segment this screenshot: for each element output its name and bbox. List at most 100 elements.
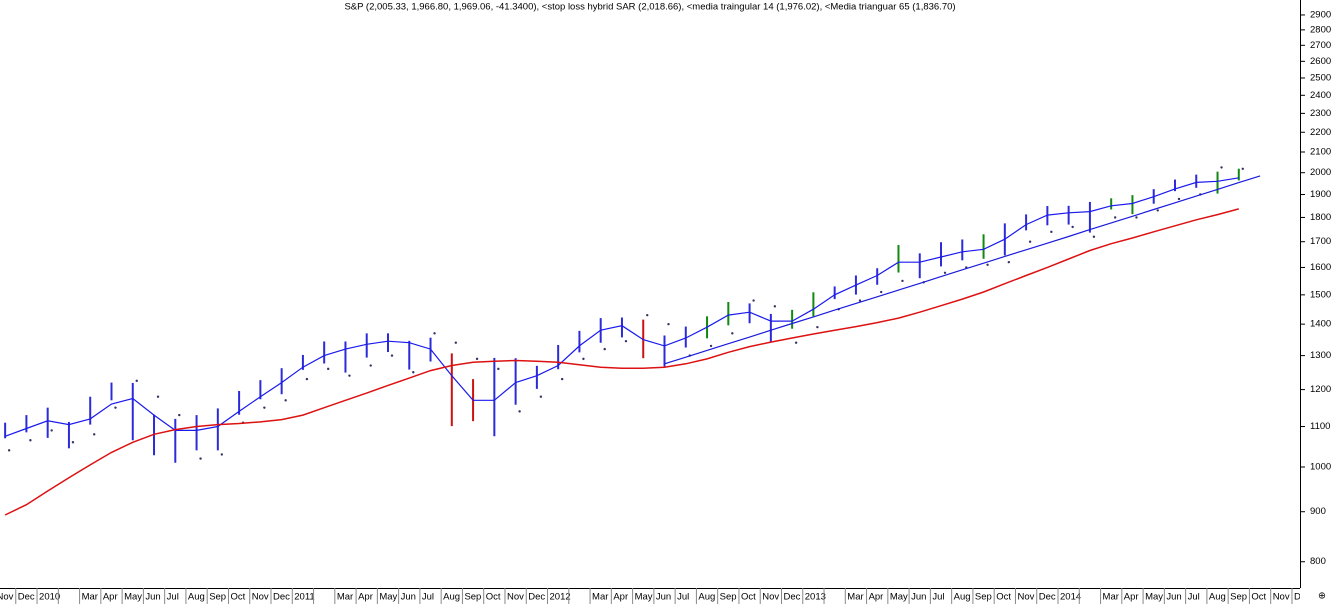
chart-title: S&P (2,005.33, 1,966.80, 1,969.06, -41.3… (344, 2, 955, 13)
sar-dot (986, 263, 989, 267)
line (664, 175, 1261, 365)
x-tick-label: Mar (1103, 592, 1119, 603)
x-tick-label: Oct (486, 592, 501, 603)
sar-dot (646, 313, 649, 317)
x-tick-label: Aug (1209, 592, 1226, 603)
x-tick-label: Nov (0, 592, 14, 603)
x-tick-label: 2014 (1060, 592, 1081, 603)
sar-dot (156, 395, 160, 398)
x-tick-label: Jul (677, 592, 689, 603)
sar-dot (816, 325, 819, 329)
y-tick-label: 1400 (1310, 319, 1331, 330)
x-tick-label: Aug (954, 592, 971, 603)
sar-dot (263, 406, 266, 409)
sar-dot (603, 347, 606, 351)
y-tick-label: 2800 (1310, 24, 1331, 35)
x-tick-label: May (635, 592, 653, 603)
x-tick-label: May (124, 592, 142, 603)
x-tick-label: Nov (252, 592, 269, 603)
x-tick-label: Dec (783, 592, 800, 603)
x-tick-label: Sep (1230, 592, 1247, 603)
x-tick-label: Sep (720, 592, 737, 603)
x-tick-label: Jul (422, 592, 434, 603)
sar-dot (433, 332, 436, 335)
x-tick-label: 2011 (294, 592, 314, 603)
x-tick-label: Apr (103, 592, 118, 603)
x-tick-label: Mar (847, 592, 863, 603)
sar-dot (1135, 216, 1138, 219)
y-tick-label: 1100 (1310, 421, 1330, 432)
sar-dot (326, 367, 330, 371)
x-tick-label: Sep (975, 592, 992, 603)
sar-dot (199, 457, 202, 460)
sar-dot (518, 410, 521, 413)
x-tick-label: 2010 (39, 592, 60, 603)
sar-dot (454, 341, 458, 344)
x-tick-label: Mar (337, 592, 353, 603)
x-tick-label: Oct (230, 592, 245, 603)
y-tick-label: 1800 (1310, 212, 1331, 223)
sar-dot (1220, 166, 1223, 169)
x-tick-label: Apr (358, 592, 373, 603)
y-tick-label: 2400 (1310, 90, 1331, 101)
x-tick-label: May (379, 592, 397, 603)
sar-dot (369, 364, 372, 367)
y-tick-label: 2300 (1310, 108, 1331, 119)
sar-dot (93, 433, 96, 436)
x-tick-label: Sep (464, 592, 481, 603)
zoom-icon[interactable]: ⊕ (1318, 591, 1326, 602)
x-tick-label: Apr (1124, 592, 1139, 603)
y-tick-label: 2100 (1310, 147, 1331, 158)
sar-dot (1113, 216, 1117, 219)
y-tick-label: 2200 (1310, 127, 1331, 138)
sar-dot (1050, 230, 1053, 234)
sar-dot (50, 429, 53, 432)
sar-dot (709, 344, 713, 348)
line (4, 177, 1239, 437)
sar-dot (305, 377, 309, 381)
sar-dot (943, 271, 947, 274)
x-tick-label: Nov (762, 592, 779, 603)
x-tick-label: Oct (1251, 592, 1266, 603)
x-tick-label: Jul (167, 592, 179, 603)
sar-dot (667, 322, 670, 326)
sar-dot (348, 374, 351, 377)
sar-dot (1177, 197, 1181, 201)
sar-dot (114, 406, 117, 409)
y-tick-label: 900 (1310, 506, 1326, 517)
x-tick-label: 2013 (805, 592, 826, 603)
sar-dot (71, 441, 75, 444)
x-tick-label: Dec (1294, 592, 1311, 603)
sar-dot (539, 395, 543, 398)
sar-dot (1028, 240, 1032, 243)
x-tick-label: Dec (18, 592, 35, 603)
sar-dot (1071, 225, 1074, 229)
sar-dot (475, 357, 479, 361)
x-tick-label: Jun (656, 592, 671, 603)
x-tick-label: Jun (401, 592, 416, 603)
sar-dot (284, 399, 287, 402)
y-tick-label: 1000 (1310, 462, 1331, 473)
sar-dot (220, 453, 224, 456)
x-tick-label: Dec (528, 592, 545, 603)
x-tick-label: Mar (82, 592, 98, 603)
y-tick-label: 1200 (1310, 384, 1331, 395)
sar-dot (1156, 209, 1159, 212)
x-tick-label: Apr (613, 592, 628, 603)
y-tick-label: 1300 (1310, 350, 1331, 361)
y-tick-label: 1500 (1310, 289, 1331, 300)
x-axis-labels: NovDec2010MarAprMayJunJulAugSepOctNovDec… (0, 588, 1311, 604)
sar-dot (29, 439, 32, 442)
x-tick-label: May (1145, 592, 1163, 603)
y-tick-label: 2600 (1310, 56, 1331, 67)
sar-dot (624, 339, 628, 343)
x-tick-label: Sep (209, 592, 226, 603)
x-tick-label: Dec (1039, 592, 1056, 603)
sar-dot (7, 449, 11, 452)
x-tick-label: Aug (188, 592, 205, 603)
x-tick-label: Nov (507, 592, 524, 603)
x-tick-label: Jun (911, 592, 926, 603)
sar-dot (560, 377, 564, 381)
